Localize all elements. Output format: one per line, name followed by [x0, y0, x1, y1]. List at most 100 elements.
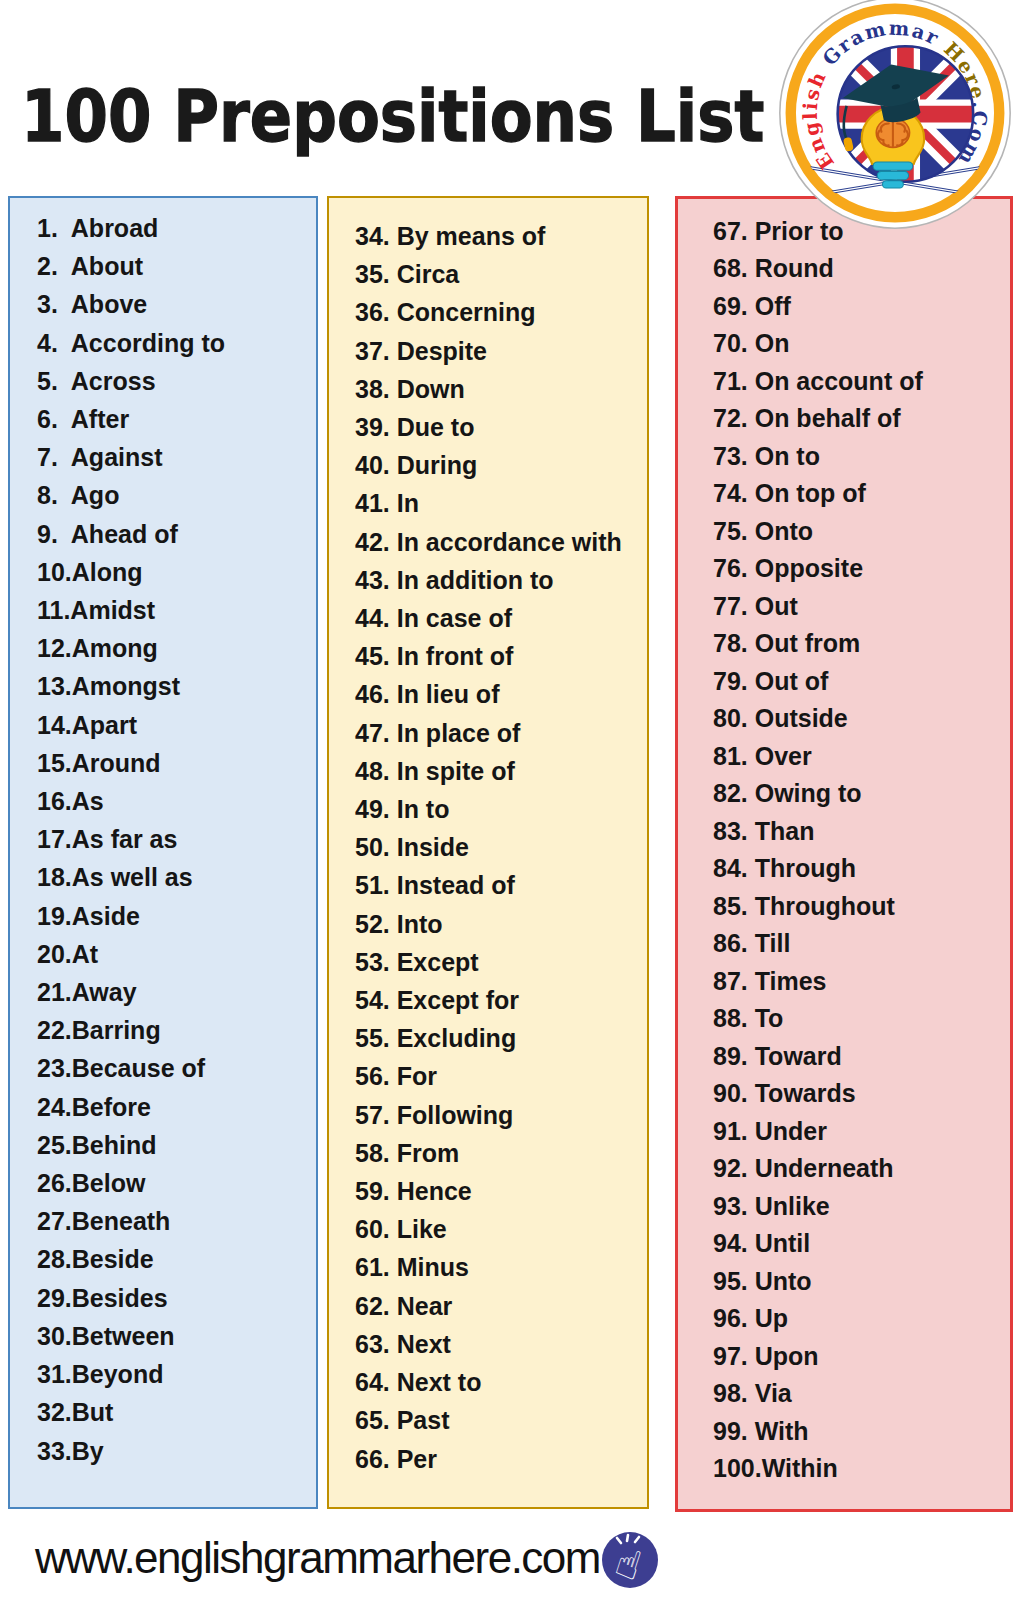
list-item: 21.Away — [37, 973, 316, 1011]
list-item: 63. Next — [355, 1325, 647, 1363]
list-item: 39. Due to — [355, 408, 647, 446]
list-item: 99. With — [713, 1413, 1010, 1450]
list-item: 40. During — [355, 446, 647, 484]
list-item: 52. Into — [355, 905, 647, 943]
prepositions-column-3: 67. Prior to68. Round69. Off70. On71. On… — [675, 196, 1013, 1512]
list-item: 18.As well as — [37, 858, 316, 896]
list-item: 94. Until — [713, 1225, 1010, 1262]
list-item: 62. Near — [355, 1287, 647, 1325]
list-item: 34. By means of — [355, 217, 647, 255]
list-item: 44. In case of — [355, 599, 647, 637]
list-item: 79. Out of — [713, 663, 1010, 700]
list-item: 65. Past — [355, 1401, 647, 1439]
list-item: 9. Ahead of — [37, 515, 316, 553]
list-item: 95. Unto — [713, 1263, 1010, 1300]
list-item: 1. Abroad — [37, 209, 316, 247]
list-item: 7. Against — [37, 438, 316, 476]
list-item: 97. Upon — [713, 1338, 1010, 1375]
list-item: 53. Except — [355, 943, 647, 981]
list-item: 72. On behalf of — [713, 400, 1010, 437]
list-item: 84. Through — [713, 850, 1010, 887]
website-url[interactable]: www.englishgrammarhere.com — [35, 1536, 600, 1580]
list-item: 82. Owing to — [713, 775, 1010, 812]
list-item: 45. In front of — [355, 637, 647, 675]
prepositions-column-1: 1. Abroad2. About3. Above4. According to… — [8, 196, 318, 1509]
list-item: 49. In to — [355, 790, 647, 828]
list-item: 41. In — [355, 484, 647, 522]
list-item: 16.As — [37, 782, 316, 820]
click-hand-icon[interactable]: ☝ — [599, 1530, 661, 1590]
list-item: 32.But — [37, 1393, 316, 1431]
list-item: 100.Within — [713, 1450, 1010, 1487]
list-item: 43. In addition to — [355, 561, 647, 599]
list-item: 51. Instead of — [355, 866, 647, 904]
list-item: 56. For — [355, 1057, 647, 1095]
list-item: 13.Amongst — [37, 667, 316, 705]
list-item: 31.Beyond — [37, 1355, 316, 1393]
list-item: 89. Toward — [713, 1038, 1010, 1075]
list-item: 30.Between — [37, 1317, 316, 1355]
list-item: 2. About — [37, 247, 316, 285]
list-item: 23.Because of — [37, 1049, 316, 1087]
list-item: 29.Besides — [37, 1279, 316, 1317]
list-item: 8. Ago — [37, 476, 316, 514]
list-item: 3. Above — [37, 285, 316, 323]
list-item: 38. Down — [355, 370, 647, 408]
list-item: 76. Opposite — [713, 550, 1010, 587]
list-item: 87. Times — [713, 963, 1010, 1000]
list-item: 81. Over — [713, 738, 1010, 775]
list-item: 33.By — [37, 1432, 316, 1470]
list-item: 91. Under — [713, 1113, 1010, 1150]
list-item: 85. Throughout — [713, 888, 1010, 925]
page-title: 100 Prepositions List — [21, 81, 764, 152]
list-item: 5. Across — [37, 362, 316, 400]
page: 100 Prepositions List 1. Abroad2. About3… — [0, 0, 1021, 1599]
list-item: 60. Like — [355, 1210, 647, 1248]
list-item: 77. Out — [713, 588, 1010, 625]
list-item: 96. Up — [713, 1300, 1010, 1337]
list-item: 4. According to — [37, 324, 316, 362]
list-item: 66. Per — [355, 1440, 647, 1478]
list-item: 74. On top of — [713, 475, 1010, 512]
prepositions-column-2: 34. By means of35. Circa36. Concerning37… — [327, 196, 649, 1509]
list-item: 98. Via — [713, 1375, 1010, 1412]
list-item: 28.Beside — [37, 1240, 316, 1278]
list-item: 14.Apart — [37, 706, 316, 744]
list-item: 22.Barring — [37, 1011, 316, 1049]
list-item: 55. Excluding — [355, 1019, 647, 1057]
list-item: 75. Onto — [713, 513, 1010, 550]
list-item: 37. Despite — [355, 332, 647, 370]
list-item: 59. Hence — [355, 1172, 647, 1210]
list-item: 46. In lieu of — [355, 675, 647, 713]
brain-icon — [876, 118, 909, 147]
list-item: 36. Concerning — [355, 293, 647, 331]
list-item: 48. In spite of — [355, 752, 647, 790]
list-item: 70. On — [713, 325, 1010, 362]
brand-logo: English Grammar Here.Com — [772, 0, 1018, 236]
list-item: 35. Circa — [355, 255, 647, 293]
list-item: 27.Beneath — [37, 1202, 316, 1240]
list-item: 12.Among — [37, 629, 316, 667]
list-item: 54. Except for — [355, 981, 647, 1019]
list-item: 73. On to — [713, 438, 1010, 475]
list-item: 86. Till — [713, 925, 1010, 962]
list-item: 42. In accordance with — [355, 523, 647, 561]
list-item: 80. Outside — [713, 700, 1010, 737]
list-item: 17.As far as — [37, 820, 316, 858]
list-item: 61. Minus — [355, 1248, 647, 1286]
list-item: 64. Next to — [355, 1363, 647, 1401]
list-item: 93. Unlike — [713, 1188, 1010, 1225]
list-item: 78. Out from — [713, 625, 1010, 662]
list-item: 25.Behind — [37, 1126, 316, 1164]
list-item: 20.At — [37, 935, 316, 973]
list-item: 11.Amidst — [37, 591, 316, 629]
list-item: 68. Round — [713, 250, 1010, 287]
list-item: 50. Inside — [355, 828, 647, 866]
list-item: 19.Aside — [37, 897, 316, 935]
list-item: 83. Than — [713, 813, 1010, 850]
list-item: 10.Along — [37, 553, 316, 591]
list-item: 90. Towards — [713, 1075, 1010, 1112]
list-item: 26.Below — [37, 1164, 316, 1202]
list-item: 69. Off — [713, 288, 1010, 325]
list-item: 71. On account of — [713, 363, 1010, 400]
